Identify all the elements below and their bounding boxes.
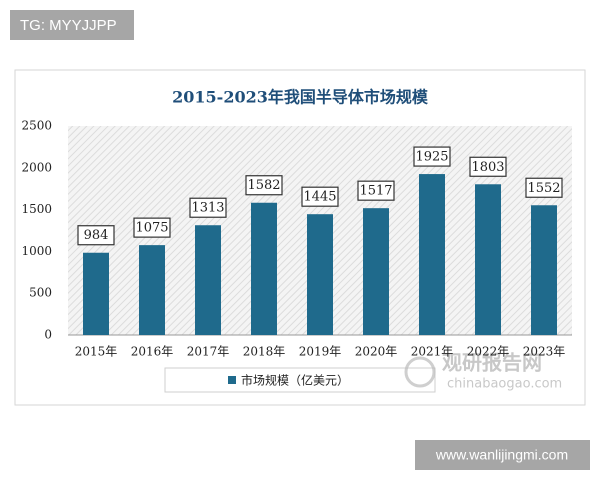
x-tick-label: 2022年	[467, 345, 510, 359]
watermark-cn: 观研报告网	[442, 351, 542, 375]
data-label-box	[525, 177, 563, 198]
data-label-box	[357, 180, 395, 201]
bar	[307, 214, 333, 335]
data-label: 1313	[191, 201, 224, 216]
x-tick-label: 2016年	[131, 345, 174, 359]
x-tick-label: 2019年	[299, 345, 342, 359]
site-text: www.wanlijingmi.com	[435, 447, 568, 463]
x-tick-label: 2023年	[523, 345, 566, 359]
x-tick-label: 2021年	[411, 345, 454, 359]
tag-box	[10, 10, 134, 40]
watermark-logo	[404, 356, 436, 388]
data-label-box	[77, 225, 115, 246]
data-label-box	[189, 197, 227, 218]
data-label: 1803	[471, 160, 504, 175]
data-label-box	[245, 175, 283, 196]
data-label: 1075	[135, 221, 168, 236]
legend-swatch	[228, 376, 236, 384]
y-tick-label: 500	[29, 286, 52, 300]
data-label: 984	[84, 228, 109, 243]
data-label: 1925	[415, 150, 448, 165]
x-tick-label: 2018年	[243, 345, 286, 359]
data-label: 1552	[527, 181, 560, 196]
data-label-box	[413, 146, 451, 167]
data-label-box	[469, 156, 507, 177]
data-label: 1445	[303, 190, 336, 205]
x-tick-label: 2017年	[187, 345, 230, 359]
bar	[531, 205, 557, 335]
watermark-en: chinabaogao.com	[447, 377, 562, 392]
bar	[195, 225, 221, 335]
bar	[363, 208, 389, 335]
y-tick-label: 2000	[21, 160, 52, 174]
bar	[419, 174, 445, 335]
legend: 市场规模（亿美元）	[164, 367, 436, 393]
x-tick-label: 2020年	[355, 345, 398, 359]
legend-label: 市场规模（亿美元）	[241, 373, 349, 388]
data-label: 1582	[247, 178, 280, 193]
data-label-box	[301, 186, 339, 207]
bar	[251, 202, 277, 335]
y-tick-label: 0	[44, 328, 52, 342]
y-tick-label: 1500	[21, 202, 52, 216]
y-tick-label: 2500	[21, 119, 52, 133]
data-label: 1517	[359, 184, 392, 199]
site-box	[415, 440, 590, 470]
bar	[475, 184, 501, 335]
chart-title: 2015-2023年我国半导体市场规模	[172, 88, 429, 107]
legend-frame	[164, 367, 436, 393]
data-label-box	[133, 217, 171, 238]
y-tick-label: 1000	[21, 244, 52, 258]
bar	[139, 245, 165, 335]
tag-text: TG: MYYJJPP	[20, 17, 117, 34]
x-tick-label: 2015年	[75, 345, 118, 359]
bar	[83, 252, 109, 335]
